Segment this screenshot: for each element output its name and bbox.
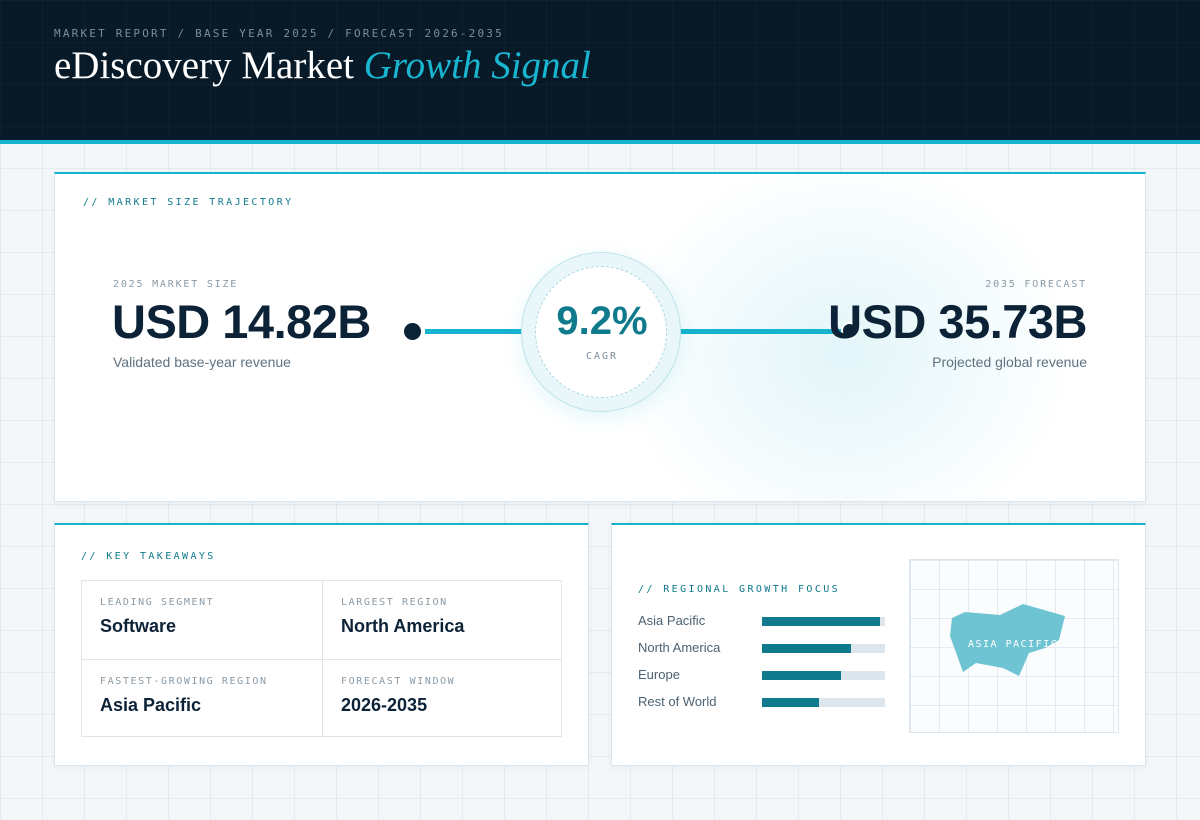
end-caption: 2035 FORECAST [985, 279, 1087, 290]
start-point [404, 323, 421, 340]
takeaway-value: Asia Pacific [100, 695, 202, 715]
start-value: USD 14.82B [112, 295, 371, 348]
start-caption: 2025 MARKET SIZE [113, 279, 239, 290]
region-bar-fill [762, 617, 881, 626]
takeaway-label: LARGEST REGION [341, 597, 448, 608]
region-bar-track [762, 698, 885, 707]
region-bar-fill [762, 671, 841, 680]
cagr-label: CAGR [585, 351, 619, 362]
region-bar-row: North America [638, 640, 888, 656]
region-bar-fill [762, 644, 851, 653]
takeaways-label: // KEY TAKEAWAYS [81, 551, 216, 562]
region-bar-track [762, 671, 885, 680]
region-bar-fill [762, 698, 819, 707]
region-bar-row: Asia Pacific [638, 613, 888, 629]
header-accent-rule [0, 140, 1200, 144]
region-name: Asia Pacific [638, 613, 706, 628]
cagr-badge: 9.2% CAGR [521, 252, 681, 412]
title-accent: Growth Signal [363, 44, 591, 87]
region-map: ASIA PACIFIC [909, 559, 1119, 733]
takeaway-label: LEADING SEGMENT [100, 597, 215, 608]
takeaway-label: FORECAST WINDOW [341, 676, 456, 687]
end-subtitle: Projected global revenue [932, 354, 1087, 370]
report-kicker: MARKET REPORT / BASE YEAR 2025 / FORECAS… [54, 27, 504, 40]
trajectory-label: // MARKET SIZE TRAJECTORY [83, 197, 294, 208]
takeaways-grid: LEADING SEGMENT Software LARGEST REGION … [81, 580, 562, 737]
page-title: eDiscovery Market Growth Signal [54, 43, 591, 88]
cagr-badge-inner: 9.2% CAGR [535, 266, 667, 398]
takeaway-cell: FASTEST-GROWING REGION Asia Pacific [82, 659, 322, 737]
regional-panel: // REGIONAL GROWTH FOCUS Asia Pacific No… [611, 523, 1146, 766]
title-main: eDiscovery Market [54, 44, 354, 87]
takeaway-value: 2026-2035 [341, 695, 428, 715]
region-name: Europe [638, 667, 680, 682]
takeaway-value: Software [100, 616, 177, 636]
region-bar-row: Rest of World [638, 694, 888, 710]
region-bar-row: Europe [638, 667, 888, 683]
takeaways-panel: // KEY TAKEAWAYS LEADING SEGMENT Softwar… [54, 523, 589, 766]
region-name: Rest of World [638, 694, 717, 709]
takeaway-cell: LEADING SEGMENT Software [82, 581, 322, 659]
start-subtitle: Validated base-year revenue [113, 354, 291, 370]
region-bar-track [762, 644, 885, 653]
map-region-label: ASIA PACIFIC [968, 639, 1059, 650]
end-point [841, 322, 858, 339]
asia-pacific-region-shape [950, 604, 1065, 676]
region-name: North America [638, 640, 721, 655]
cagr-value: 9.2% [556, 299, 648, 343]
asia-pacific-map-shape [950, 604, 1065, 676]
report-header: MARKET REPORT / BASE YEAR 2025 / FORECAS… [0, 0, 1200, 140]
takeaway-value: North America [341, 616, 465, 636]
takeaway-label: FASTEST-GROWING REGION [100, 676, 268, 687]
regional-label: // REGIONAL GROWTH FOCUS [638, 584, 841, 595]
trajectory-panel: // MARKET SIZE TRAJECTORY 2025 MARKET SI… [54, 172, 1146, 502]
end-value: USD 35.73B [828, 295, 1087, 348]
takeaway-cell: FORECAST WINDOW 2026-2035 [322, 659, 562, 737]
region-bar-track [762, 617, 885, 626]
takeaway-cell: LARGEST REGION North America [322, 581, 562, 659]
